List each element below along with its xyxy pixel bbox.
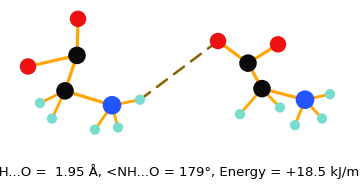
Point	[319, 117, 325, 120]
Point	[109, 104, 115, 107]
Point	[245, 62, 251, 65]
Text: NH...O =  1.95 Å, <NH...O = 179°, Energy = +18.5 kJ/mol: NH...O = 1.95 Å, <NH...O = 179°, Energy …	[0, 164, 360, 180]
Point	[92, 128, 98, 131]
Point	[62, 89, 68, 92]
Point	[37, 101, 43, 105]
Point	[75, 17, 81, 20]
Point	[302, 98, 308, 101]
Point	[137, 98, 143, 101]
Point	[292, 124, 298, 127]
Point	[275, 43, 281, 46]
Point	[215, 40, 221, 43]
Point	[237, 113, 243, 116]
Point	[277, 106, 283, 109]
Point	[74, 54, 80, 57]
Point	[327, 93, 333, 96]
Point	[259, 87, 265, 90]
Point	[115, 126, 121, 129]
Point	[49, 117, 55, 120]
Point	[25, 65, 31, 68]
